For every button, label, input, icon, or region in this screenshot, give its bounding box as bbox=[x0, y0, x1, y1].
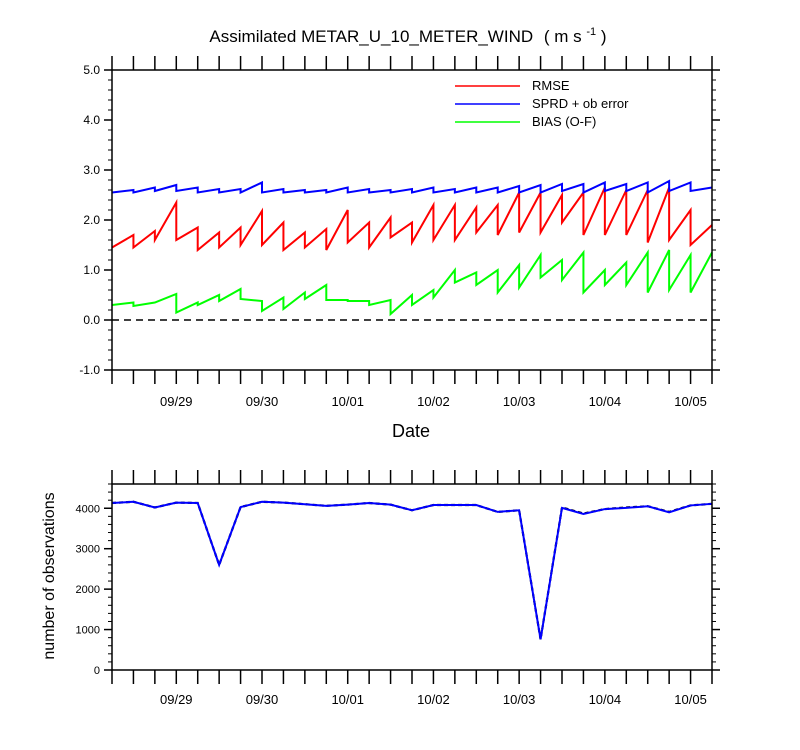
x-tick-label: 10/01 bbox=[331, 394, 364, 409]
chart-title-units-close: ) bbox=[601, 27, 607, 46]
x-tick-label: 10/02 bbox=[417, 394, 450, 409]
x-tick-label: 10/05 bbox=[674, 692, 707, 707]
bottom-plot: 0 1000 2000 3000 4000 09/29 09/30 10/01 10/02 10/… bbox=[76, 470, 720, 707]
y-tick-label: 1.0 bbox=[83, 263, 100, 277]
x-axis-label: Date bbox=[392, 421, 430, 441]
y-tick-label: 1000 bbox=[76, 625, 100, 637]
series-line-sprd-ob-error bbox=[111, 179, 713, 195]
top-plot: -1.0 0.0 1.0 2.0 3.0 4.0 5.0 09/29 09/30 10/01 10/… bbox=[79, 56, 720, 409]
x-tick-label: 10/04 bbox=[589, 692, 622, 707]
x-tick-label: 10/04 bbox=[589, 394, 622, 409]
y-tick-label: 0.0 bbox=[83, 313, 100, 327]
x-tick-label: 09/30 bbox=[246, 692, 279, 707]
y-tick-label: 2.0 bbox=[83, 213, 100, 227]
series-line-assimilated bbox=[111, 500, 713, 640]
chart-title-units-sup: -1 bbox=[586, 26, 596, 38]
x-tick-label: 10/03 bbox=[503, 394, 536, 409]
y-tick-label: 4.0 bbox=[83, 113, 100, 127]
x-tick-label: 10/01 bbox=[331, 692, 364, 707]
y-tick-label: 5.0 bbox=[83, 63, 100, 77]
x-tick-label: 09/29 bbox=[160, 692, 193, 707]
x-tick-label: 09/29 bbox=[160, 394, 193, 409]
series-line-possible bbox=[111, 500, 713, 640]
legend-label-sprd: SPRD + ob error bbox=[532, 96, 629, 111]
x-tick-label: 10/05 bbox=[674, 394, 707, 409]
chart-title-main: Assimilated METAR_U_10_METER_WIND bbox=[209, 27, 533, 46]
x-tick-label: 10/02 bbox=[417, 692, 450, 707]
chart-title-units: ( m s bbox=[544, 27, 582, 46]
y-tick-label: 0 bbox=[94, 665, 100, 677]
plot-frame bbox=[111, 483, 713, 671]
legend-label-rmse: RMSE bbox=[532, 78, 570, 93]
legend-label-bias: BIAS (O-F) bbox=[532, 114, 596, 129]
legend: RMSE SPRD + ob error BIAS (O-F) bbox=[455, 78, 629, 129]
chart-title: Assimilated METAR_U_10_METER_WIND ( m s … bbox=[209, 20, 606, 46]
x-tick-label: 09/30 bbox=[246, 394, 279, 409]
y-tick-label: 3000 bbox=[76, 544, 100, 556]
x-tick-label: 10/03 bbox=[503, 692, 536, 707]
y-tick-label: 2000 bbox=[76, 584, 100, 596]
y-tick-label: 4000 bbox=[76, 503, 100, 515]
y-tick-label: -1.0 bbox=[79, 363, 100, 377]
plot-frame bbox=[111, 69, 713, 371]
series-line-bias-o-f- bbox=[111, 249, 713, 317]
y-tick-label: 3.0 bbox=[83, 163, 100, 177]
series-line-rmse bbox=[111, 187, 713, 253]
y-axis-label-observations: number of observations bbox=[41, 492, 58, 659]
